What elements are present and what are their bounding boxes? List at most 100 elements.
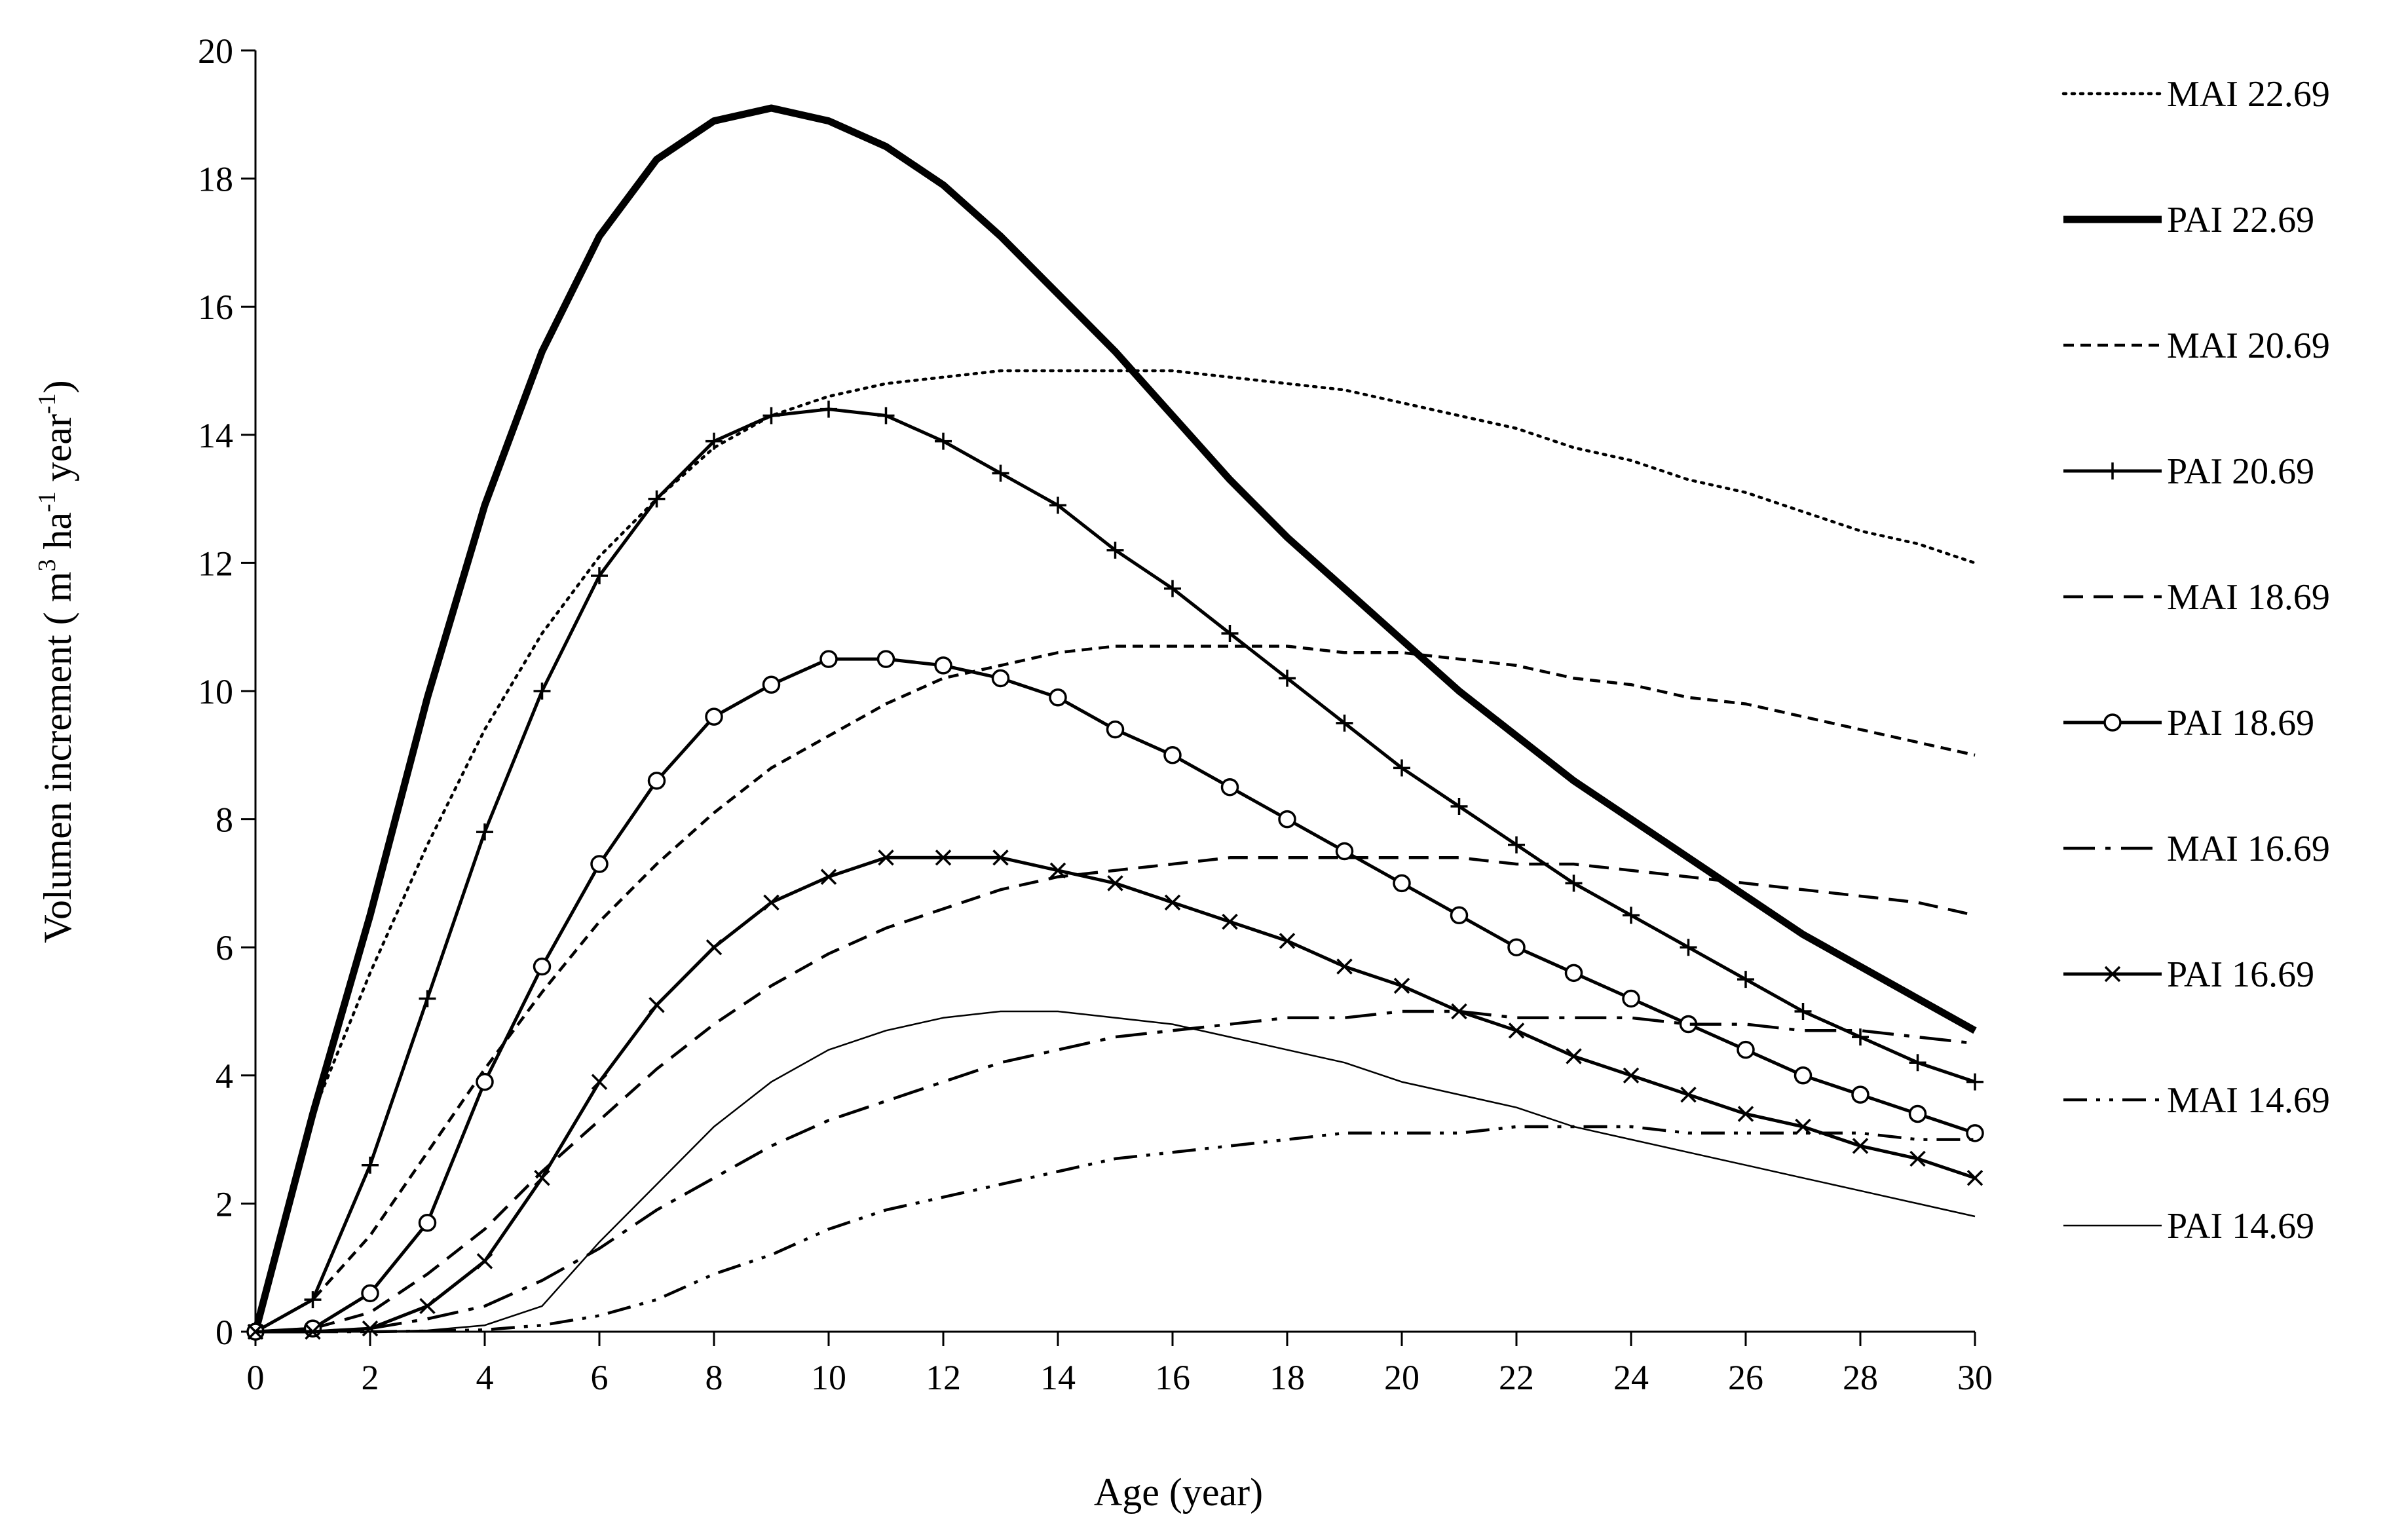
data-point-pai-20-69: [1680, 939, 1697, 956]
y-axis-title-prefix: Volumen increment ( m: [36, 572, 79, 943]
x-tick-label: 26: [1728, 1358, 1763, 1397]
x-tick-label: 20: [1384, 1358, 1419, 1397]
series-pai-22-69: [252, 104, 1977, 1333]
data-point-pai-18-69: [1564, 964, 1583, 983]
series-pai-18-69: [246, 650, 1984, 1341]
y-axis-title-suffix: ): [36, 380, 79, 393]
data-point-pai-20-69: [591, 567, 608, 584]
series-line-pai-14-69: [255, 1010, 1976, 1333]
data-point-pai-16-69: [419, 1298, 436, 1315]
y-axis-title-mid: ha: [36, 512, 79, 559]
series-line-mai-20-69: [254, 645, 1976, 1333]
data-point-pai-18-69: [647, 772, 666, 790]
legend-entry-pai-20-69: PAI 20.69: [2063, 451, 2314, 492]
data-point-pai-18-69: [1393, 874, 1411, 893]
data-point-pai-18-69: [705, 707, 723, 726]
data-point-pai-20-69: [992, 464, 1009, 482]
series-pai-16-69: [247, 850, 1983, 1340]
data-point-pai-20-69: [1450, 798, 1468, 816]
legend-label: MAI 20.69: [2167, 326, 2330, 366]
data-point-pai-16-69: [763, 894, 780, 911]
data-point-pai-18-69: [1794, 1066, 1813, 1085]
y-tick-label: 2: [216, 1184, 233, 1224]
x-tick-label: 0: [247, 1358, 265, 1397]
data-point-pai-20-69: [648, 490, 666, 508]
data-point-pai-20-69: [762, 407, 780, 424]
data-point-pai-16-69: [1508, 1023, 1525, 1039]
x-tick-label: 6: [591, 1358, 609, 1397]
data-point-pai-18-69: [876, 650, 895, 668]
data-point-pai-16-69: [476, 1253, 493, 1269]
data-point-pai-16-69: [1279, 933, 1296, 949]
series-layer: [246, 104, 1984, 1341]
data-point-pai-18-69: [1507, 938, 1526, 956]
data-point-pai-16-69: [1966, 1170, 1983, 1186]
x-tick-label: 24: [1613, 1358, 1649, 1397]
data-point-pai-18-69: [1335, 842, 1354, 861]
data-point-pai-16-69: [878, 850, 894, 866]
series-line-mai-16-69: [255, 1009, 1976, 1334]
x-tick-label: 10: [811, 1358, 846, 1397]
legend-entry-mai-14-69: MAI 14.69: [2063, 1080, 2330, 1121]
data-point-pai-16-69: [1623, 1067, 1640, 1084]
data-point-pai-20-69: [935, 432, 952, 450]
x-axis-title: Age (year): [1094, 1471, 1263, 1514]
x-tick-label: 8: [705, 1358, 723, 1397]
data-point-pai-18-69: [762, 675, 781, 694]
legend-entry-mai-22-69: MAI 22.69: [2061, 74, 2330, 115]
x-tick-label: 16: [1155, 1358, 1190, 1397]
data-point-pai-16-69: [1451, 1003, 1467, 1020]
data-point-pai-16-69: [935, 850, 952, 866]
data-point-pai-20-69: [1794, 1003, 1812, 1020]
data-point-pai-20-69: [820, 400, 837, 418]
x-tick-label: 22: [1499, 1358, 1534, 1397]
data-point-pai-18-69: [1049, 688, 1067, 707]
legend-entry-mai-16-69: MAI 16.69: [2063, 829, 2330, 869]
data-point-pai-18-69: [303, 1319, 322, 1338]
x-tick-label: 4: [476, 1358, 494, 1397]
data-point-pai-20-69: [1852, 1028, 1869, 1046]
data-point-pai-16-69: [534, 1170, 550, 1186]
x-tick-label: 2: [362, 1358, 379, 1397]
data-point-pai-20-69: [1049, 497, 1066, 514]
series-mai-14-69: [255, 1125, 1975, 1334]
legend-label: MAI 18.69: [2167, 577, 2330, 618]
y-axis-title-sup1: 3: [33, 559, 61, 572]
data-point-pai-20-69: [1737, 971, 1754, 988]
data-point-pai-16-69: [1164, 894, 1181, 911]
data-point-pai-16-69: [820, 869, 837, 885]
y-axis-title-mid2: year: [36, 414, 79, 491]
legend-entry-mai-18-69: MAI 18.69: [2063, 577, 2330, 618]
y-tick-label: 14: [198, 416, 233, 455]
data-point-pai-18-69: [418, 1213, 437, 1232]
data-point-pai-18-69: [934, 656, 952, 675]
data-point-pai-16-69: [591, 1074, 608, 1090]
data-point-pai-20-69: [476, 823, 493, 841]
data-point-pai-18-69: [1163, 746, 1182, 764]
series-pai-20-69: [247, 400, 1983, 1340]
data-point-pai-20-69: [1966, 1073, 1983, 1091]
series-line-mai-14-69: [255, 1125, 1975, 1334]
y-tick-label: 12: [198, 544, 233, 583]
data-point-pai-16-69: [1566, 1048, 1582, 1064]
data-point-pai-16-69: [1680, 1086, 1697, 1103]
legend-entry-pai-18-69: PAI 18.69: [2063, 703, 2314, 743]
data-point-pai-16-69: [648, 996, 665, 1013]
legend-entry-pai-14-69: PAI 14.69: [2063, 1206, 2314, 1247]
data-point-pai-18-69: [1278, 810, 1296, 829]
y-tick-label: 6: [216, 928, 233, 967]
series-line-pai-22-69: [252, 104, 1977, 1333]
data-point-pai-16-69: [1336, 958, 1353, 975]
data-point-pai-16-69: [1852, 1138, 1869, 1154]
x-tick-label: 30: [1957, 1358, 1993, 1397]
data-point-pai-20-69: [362, 1156, 379, 1174]
data-point-pai-20-69: [1909, 1054, 1927, 1072]
data-point-pai-18-69: [1106, 720, 1125, 739]
data-point-pai-16-69: [1393, 977, 1410, 994]
legend-marker: [2103, 713, 2122, 732]
legend-label: MAI 22.69: [2167, 74, 2330, 115]
legend-label: PAI 18.69: [2167, 703, 2314, 743]
data-point-pai-16-69: [1909, 1150, 1926, 1167]
legend-label: MAI 14.69: [2167, 1080, 2330, 1121]
